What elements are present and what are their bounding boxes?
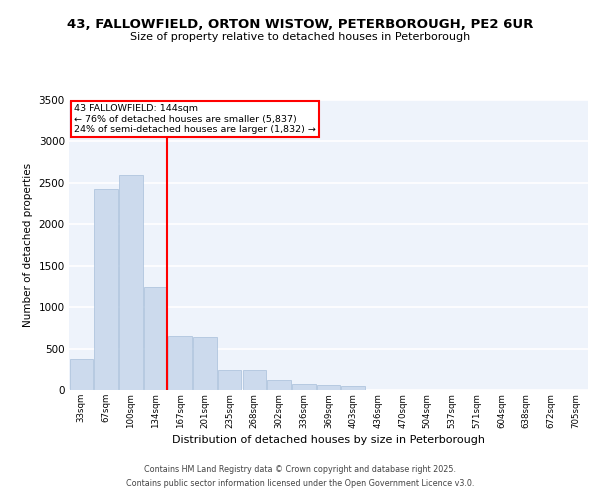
Bar <box>268 380 291 390</box>
Bar <box>341 386 365 390</box>
Text: 43, FALLOWFIELD, ORTON WISTOW, PETERBOROUGH, PE2 6UR: 43, FALLOWFIELD, ORTON WISTOW, PETERBORO… <box>67 18 533 30</box>
Bar <box>94 190 118 390</box>
Bar <box>119 174 143 390</box>
Text: Contains HM Land Registry data © Crown copyright and database right 2025.
Contai: Contains HM Land Registry data © Crown c… <box>126 466 474 487</box>
Bar <box>242 370 266 390</box>
Bar <box>218 370 241 390</box>
Text: Size of property relative to detached houses in Peterborough: Size of property relative to detached ho… <box>130 32 470 42</box>
Bar <box>169 336 192 390</box>
Bar <box>292 384 316 390</box>
Bar <box>193 337 217 390</box>
Bar <box>317 386 340 390</box>
Text: 43 FALLOWFIELD: 144sqm
← 76% of detached houses are smaller (5,837)
24% of semi-: 43 FALLOWFIELD: 144sqm ← 76% of detached… <box>74 104 316 134</box>
Y-axis label: Number of detached properties: Number of detached properties <box>23 163 33 327</box>
Bar <box>144 288 167 390</box>
Bar <box>70 358 93 390</box>
X-axis label: Distribution of detached houses by size in Peterborough: Distribution of detached houses by size … <box>172 434 485 444</box>
